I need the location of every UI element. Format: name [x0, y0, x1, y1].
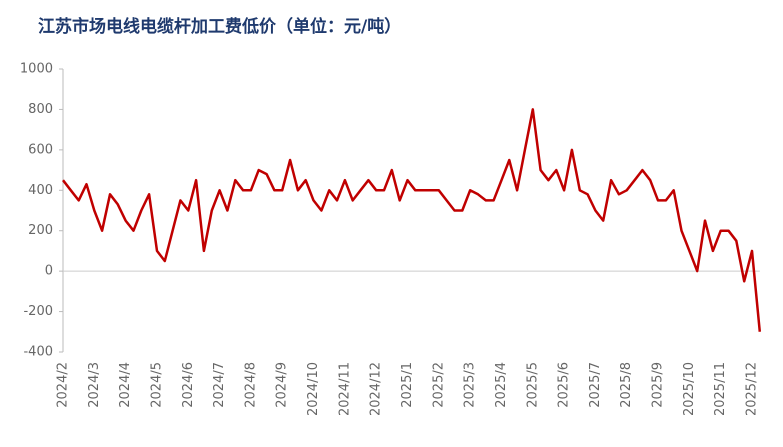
x-tick-label: 2024/4	[118, 362, 133, 408]
x-tick-label: 2025/1	[400, 362, 415, 408]
y-tick-label: 1000	[20, 62, 53, 77]
x-tick-label: 2025/12	[745, 362, 760, 416]
x-tick-label: 2025/11	[713, 362, 728, 416]
x-tick-label: 2024/9	[275, 362, 290, 408]
x-tick-label: 2025/2	[431, 362, 446, 408]
y-tick-label: 800	[28, 102, 53, 117]
x-tick-label: 2024/7	[212, 362, 227, 408]
x-tick-label: 2024/10	[306, 362, 321, 416]
x-tick-label: 2024/5	[149, 362, 164, 408]
y-tick-label: -400	[23, 345, 53, 360]
x-tick-label: 2025/4	[494, 362, 509, 408]
y-tick-label: 0	[45, 264, 53, 279]
x-tick-label: 2024/12	[369, 362, 384, 416]
y-tick-label: 600	[28, 142, 53, 157]
x-tick-label: 2025/3	[463, 362, 478, 408]
x-tick-label: 2024/6	[181, 362, 196, 408]
x-tick-label: 2025/8	[619, 362, 634, 408]
x-tick-label: 2024/11	[337, 362, 352, 416]
y-tick-label: -200	[23, 304, 53, 319]
x-tick-label: 2025/6	[557, 362, 572, 408]
x-tick-label: 2025/10	[682, 362, 697, 416]
chart-title: 江苏市场电线电缆杆加工费低价（单位：元/吨）	[38, 16, 401, 37]
x-tick-label: 2024/2	[56, 362, 71, 408]
x-tick-label: 2024/8	[243, 362, 258, 408]
x-tick-label: 2024/3	[87, 362, 102, 408]
x-tick-label: 2025/5	[525, 362, 540, 408]
x-tick-label: 2025/9	[651, 362, 666, 408]
y-tick-label: 400	[28, 183, 53, 198]
line	[62, 108, 762, 332]
y-tick-label: 200	[28, 223, 53, 238]
x-tick-label: 2025/7	[588, 362, 603, 408]
